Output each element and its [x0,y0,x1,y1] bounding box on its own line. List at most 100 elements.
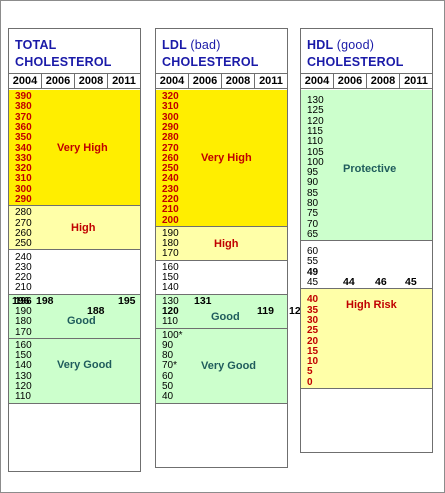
year-header-2004: 2004 [301,74,334,88]
scale-tick: 290 [162,121,179,133]
scale-tick: 190 [162,227,179,239]
title-line-2: CHOLESTEROL [307,55,404,69]
scale-tick: 140 [162,282,179,294]
scale-tick: 20 [307,335,319,347]
scale-tick: 220 [15,272,32,284]
scale-tick: 220 [162,194,179,205]
scale-tick: 130 [15,370,32,382]
scale-tick: 180 [162,238,179,250]
scale-tick: 110 [15,391,31,403]
band-label: Protective [343,162,397,175]
scale-tick: 290 [15,194,32,205]
title-subtitle: (bad) [190,38,221,52]
scale-tick: 100* [162,329,183,341]
scale-tick: 120 [162,305,179,317]
scale-tick: 150 [162,272,179,284]
band-label: High Risk [346,299,397,312]
year-header-2011: 2011 [112,75,136,87]
scale-tick: 310 [162,101,179,113]
range-band-good: 130 120 110 Good [156,294,287,329]
year-header-2006: 2006 [334,74,367,88]
scale-tick: 130 [307,95,324,106]
range-band-unlabeled: 240 230 220 210 [9,250,140,295]
scale-tick: 210 [162,204,179,216]
scale-tick: 270 [15,217,32,229]
band-label: Very Good [201,360,257,373]
reading-2008: 188 [87,305,105,317]
reading-2006: 198 [36,294,54,307]
scale-tick: 180 [15,316,32,328]
scale-tick: 340 [15,142,32,154]
scale-tick: 150 [15,350,32,362]
scale-tick: 140 [15,360,32,372]
year-header-2008: 2008 [222,74,255,88]
scale-tick: 75 [307,208,319,220]
scale-tick: 320 [162,91,179,102]
year-header-2008: 2008 [75,74,108,88]
panel-title: LDL (bad) CHOLESTEROL [156,29,287,73]
reading-2008: 46 [375,276,387,289]
reading-2008: 119 [257,305,274,317]
range-band-good: 196 190 180 170 Good [9,294,140,339]
scale-tick: 105 [307,146,324,158]
year-header-2004: 2004 [9,74,42,88]
scale-tick: 125 [307,105,324,117]
scale-tick: 30 [307,314,319,326]
scale-tick: 50 [162,381,174,393]
scale-tick: 300 [15,183,32,195]
scale-tick: 80 [162,350,174,362]
scale-tick: 260 [162,152,179,164]
scale-tick: 100 [307,156,324,168]
year-header-row: 2004 2006 2008 2011 [301,73,432,89]
scale-tick: 320 [15,163,32,175]
scale-tick: 160 [15,339,32,351]
scale-tick: 370 [15,111,32,123]
range-band-very-high: 390 380 370 360 350 340 330 320 310 300 290 Very Hi… [9,90,140,207]
reading-2006: 44 [343,276,355,289]
year-header-row: 2004 2006 2008 2011 [156,73,287,89]
range-band-very-high: 320 310 300 290 280 270 260 250 240 230 220 210 200 V… [156,90,287,227]
range-band-unlabeled: 60 55 49 45 [301,241,432,290]
scale-tick: 260 [15,227,32,239]
scale-tick: 35 [307,304,319,316]
scale-tick: 240 [162,173,179,185]
scale-tick: 60 [307,246,319,258]
title-line-2: CHOLESTEROL [15,55,112,69]
year-header-2004: 2004 [156,74,189,88]
scale-tick: 5 [307,366,313,378]
scale-tick: 300 [162,111,179,123]
scale-tick: 190 [15,305,32,317]
scale-tick: 25 [307,325,319,337]
range-band-unlabeled: 160 150 140 [156,260,287,295]
scale-tick: 390 [15,91,32,102]
scale-tick: 330 [15,152,32,164]
range-band-high: 190 180 170 High [156,226,287,261]
title-line-1: LDL [162,38,187,52]
scale-tick: 55 [307,256,319,268]
scale-tick: 196 [15,295,32,307]
scale-tick: 230 [15,261,32,273]
year-header-2011: 2011 [404,75,428,87]
scale-tick: 15 [307,345,319,357]
band-label: High [214,237,239,250]
year-header-2006: 2006 [189,74,222,88]
scale-tick: 95 [307,167,319,179]
title-line-1: HDL [307,38,334,52]
range-band-high-risk: 40 35 30 25 20 15 10 5 0 High Risk [301,289,432,390]
reading-2011: 195 [118,294,136,307]
range-band-high: 280 270 260 250 High [9,206,140,251]
scale-tick: 65 [307,228,319,240]
scale-tick: 170 [15,326,32,338]
scale-tick: 270 [162,142,179,154]
scale-tick: 115 [307,125,323,137]
year-header-2006: 2006 [42,74,75,88]
scale-tick: 120 [15,381,32,393]
scale-tick: 350 [15,132,32,144]
title-line-1: TOTAL [15,38,57,52]
scale-tick: 200 [162,214,179,226]
band-label: High [71,222,96,235]
ldl-cholesterol-panel: LDL (bad) CHOLESTEROL 2004 2006 2008 2011 320 3… [155,28,307,468]
range-band-very-good: 160 150 140 130 120 110 Very Good [9,338,140,404]
scale-tick: 240 [15,251,32,263]
scale-tick: 250 [162,163,179,175]
